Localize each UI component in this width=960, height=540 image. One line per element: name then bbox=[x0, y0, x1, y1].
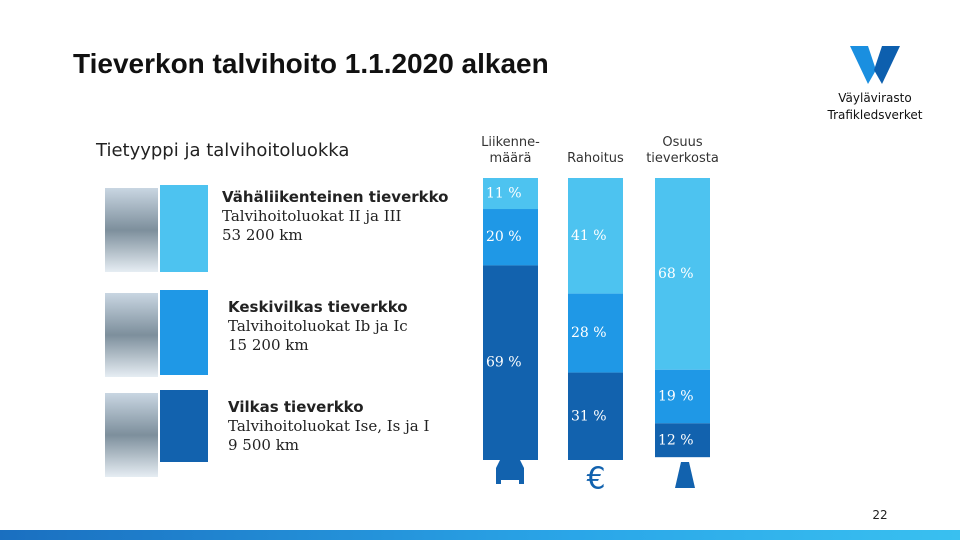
logo-mark bbox=[850, 46, 876, 84]
legend-name: Vähäliikenteinen tieverkko bbox=[222, 188, 449, 206]
value-label: 31 % bbox=[571, 408, 607, 424]
photo bbox=[105, 393, 158, 477]
value-label: 19 % bbox=[658, 389, 694, 405]
legend-swatch bbox=[160, 185, 208, 272]
car-icon bbox=[496, 460, 524, 484]
bar-segment bbox=[568, 178, 623, 294]
logo-text: Väylävirasto Trafikledsverket bbox=[820, 90, 930, 124]
legend-classes: Talvihoitoluokat Ib ja Ic bbox=[228, 317, 408, 335]
legend-length: 9 500 km bbox=[228, 436, 300, 454]
bar-segment bbox=[568, 293, 623, 373]
slide-title: Tieverkon talvihoito 1.1.2020 alkaen bbox=[73, 48, 549, 79]
legend-classes: Talvihoitoluokat II ja III bbox=[222, 207, 402, 225]
category-label: Osuus tieverkosta bbox=[646, 135, 719, 166]
category-label: Liikenne-määrä bbox=[481, 135, 540, 166]
legend-name: Keskivilkas tieverkko bbox=[228, 298, 408, 316]
value-label: 28 % bbox=[571, 325, 607, 341]
legend-title: Tietyyppi ja talvihoitoluokka bbox=[96, 140, 350, 161]
legend-name: Vilkas tieverkko bbox=[228, 398, 364, 416]
legend-swatch bbox=[160, 290, 208, 375]
bar-segment bbox=[483, 209, 538, 266]
value-label: 12 % bbox=[658, 432, 694, 448]
legend-length: 15 200 km bbox=[228, 336, 309, 354]
bar-segment bbox=[655, 369, 710, 424]
logo-name-sv: Trafikledsverket bbox=[827, 108, 923, 122]
logo-name: Väylävirasto bbox=[838, 91, 912, 105]
bar-segment bbox=[655, 423, 710, 458]
value-label: 41 % bbox=[571, 228, 607, 244]
bar-segment bbox=[483, 265, 538, 460]
footer-strip bbox=[0, 530, 960, 540]
logo-mark bbox=[874, 46, 900, 84]
value-label: 68 % bbox=[658, 266, 694, 282]
legend-length: 53 200 km bbox=[222, 226, 303, 244]
icons: € bbox=[496, 460, 695, 497]
legend-classes: Talvihoitoluokat Ise, Is ja I bbox=[228, 417, 430, 435]
page-number: 22 bbox=[872, 508, 888, 522]
legend-swatch bbox=[160, 390, 208, 462]
bar-segment bbox=[655, 178, 710, 370]
bar-segment bbox=[568, 372, 623, 460]
bar-segment bbox=[483, 178, 538, 210]
value-label: 69 % bbox=[486, 355, 522, 371]
category-label: Rahoitus bbox=[567, 151, 624, 166]
road-icon bbox=[675, 462, 695, 488]
photo bbox=[105, 188, 158, 272]
value-label: 11 % bbox=[486, 186, 522, 202]
photo bbox=[105, 293, 158, 377]
euro-icon: € bbox=[586, 462, 605, 497]
value-label: 20 % bbox=[486, 229, 522, 245]
